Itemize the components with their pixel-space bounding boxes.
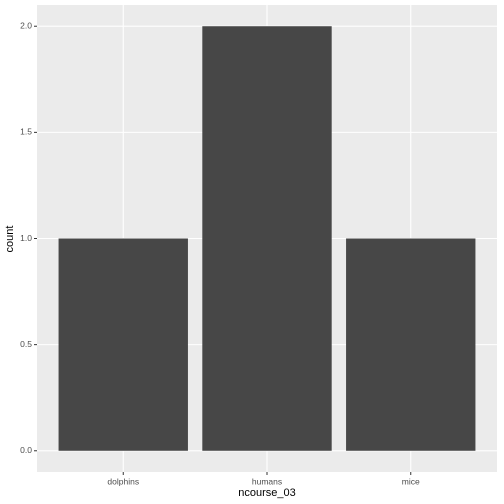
x-tick-label: humans [252, 476, 282, 486]
x-tick-label: mice [402, 476, 420, 486]
y-tick-label: 1.5 [20, 127, 32, 137]
bar [346, 238, 476, 451]
bar [58, 238, 188, 451]
y-tick-label: 0.0 [20, 445, 32, 455]
x-axis-title: ncourse_03 [238, 487, 296, 499]
y-tick-label: 0.5 [20, 339, 32, 349]
y-tick-label: 2.0 [20, 20, 32, 30]
bar [202, 26, 332, 451]
y-axis-title: count [4, 226, 16, 253]
x-tick-label: dolphins [107, 476, 139, 486]
y-tick-label: 1.0 [20, 233, 32, 243]
